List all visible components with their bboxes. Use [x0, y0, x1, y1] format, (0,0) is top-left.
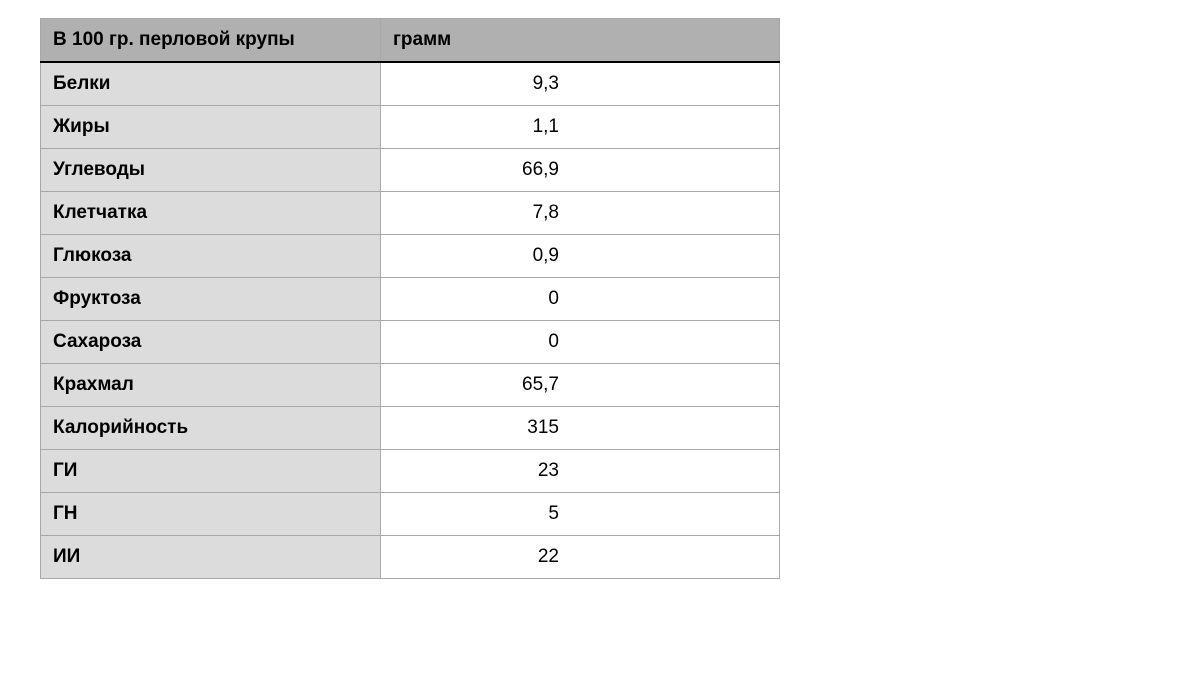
row-value: 66,9 — [381, 149, 780, 192]
row-label: ГИ — [41, 450, 381, 493]
table-row: ГИ 23 — [41, 450, 780, 493]
row-value: 0,9 — [381, 235, 780, 278]
row-label: Калорийность — [41, 407, 381, 450]
table-row: Фруктоза 0 — [41, 278, 780, 321]
row-label: ГН — [41, 493, 381, 536]
table-row: Крахмал 65,7 — [41, 364, 780, 407]
table-row: Калорийность 315 — [41, 407, 780, 450]
table-row: Жиры 1,1 — [41, 106, 780, 149]
row-value: 315 — [381, 407, 780, 450]
row-value: 9,3 — [381, 62, 780, 106]
table-row: ИИ 22 — [41, 536, 780, 579]
row-label: Клетчатка — [41, 192, 381, 235]
header-col-1: В 100 гр. перловой крупы — [41, 19, 381, 63]
table-row: Углеводы 66,9 — [41, 149, 780, 192]
row-label: ИИ — [41, 536, 381, 579]
table-row: Клетчатка 7,8 — [41, 192, 780, 235]
row-label: Крахмал — [41, 364, 381, 407]
row-value: 0 — [381, 321, 780, 364]
table-row: Сахароза 0 — [41, 321, 780, 364]
header-col-2: грамм — [381, 19, 780, 63]
nutrition-table: В 100 гр. перловой крупы грамм Белки 9,3… — [40, 18, 780, 579]
table-row: Белки 9,3 — [41, 62, 780, 106]
row-value: 0 — [381, 278, 780, 321]
row-label: Жиры — [41, 106, 381, 149]
row-label: Белки — [41, 62, 381, 106]
table-row: Глюкоза 0,9 — [41, 235, 780, 278]
row-value: 7,8 — [381, 192, 780, 235]
row-value: 23 — [381, 450, 780, 493]
row-label: Глюкоза — [41, 235, 381, 278]
row-value: 1,1 — [381, 106, 780, 149]
row-value: 65,7 — [381, 364, 780, 407]
row-label: Фруктоза — [41, 278, 381, 321]
row-label: Углеводы — [41, 149, 381, 192]
row-value: 5 — [381, 493, 780, 536]
table-row: ГН 5 — [41, 493, 780, 536]
row-value: 22 — [381, 536, 780, 579]
row-label: Сахароза — [41, 321, 381, 364]
table-header-row: В 100 гр. перловой крупы грамм — [41, 19, 780, 63]
